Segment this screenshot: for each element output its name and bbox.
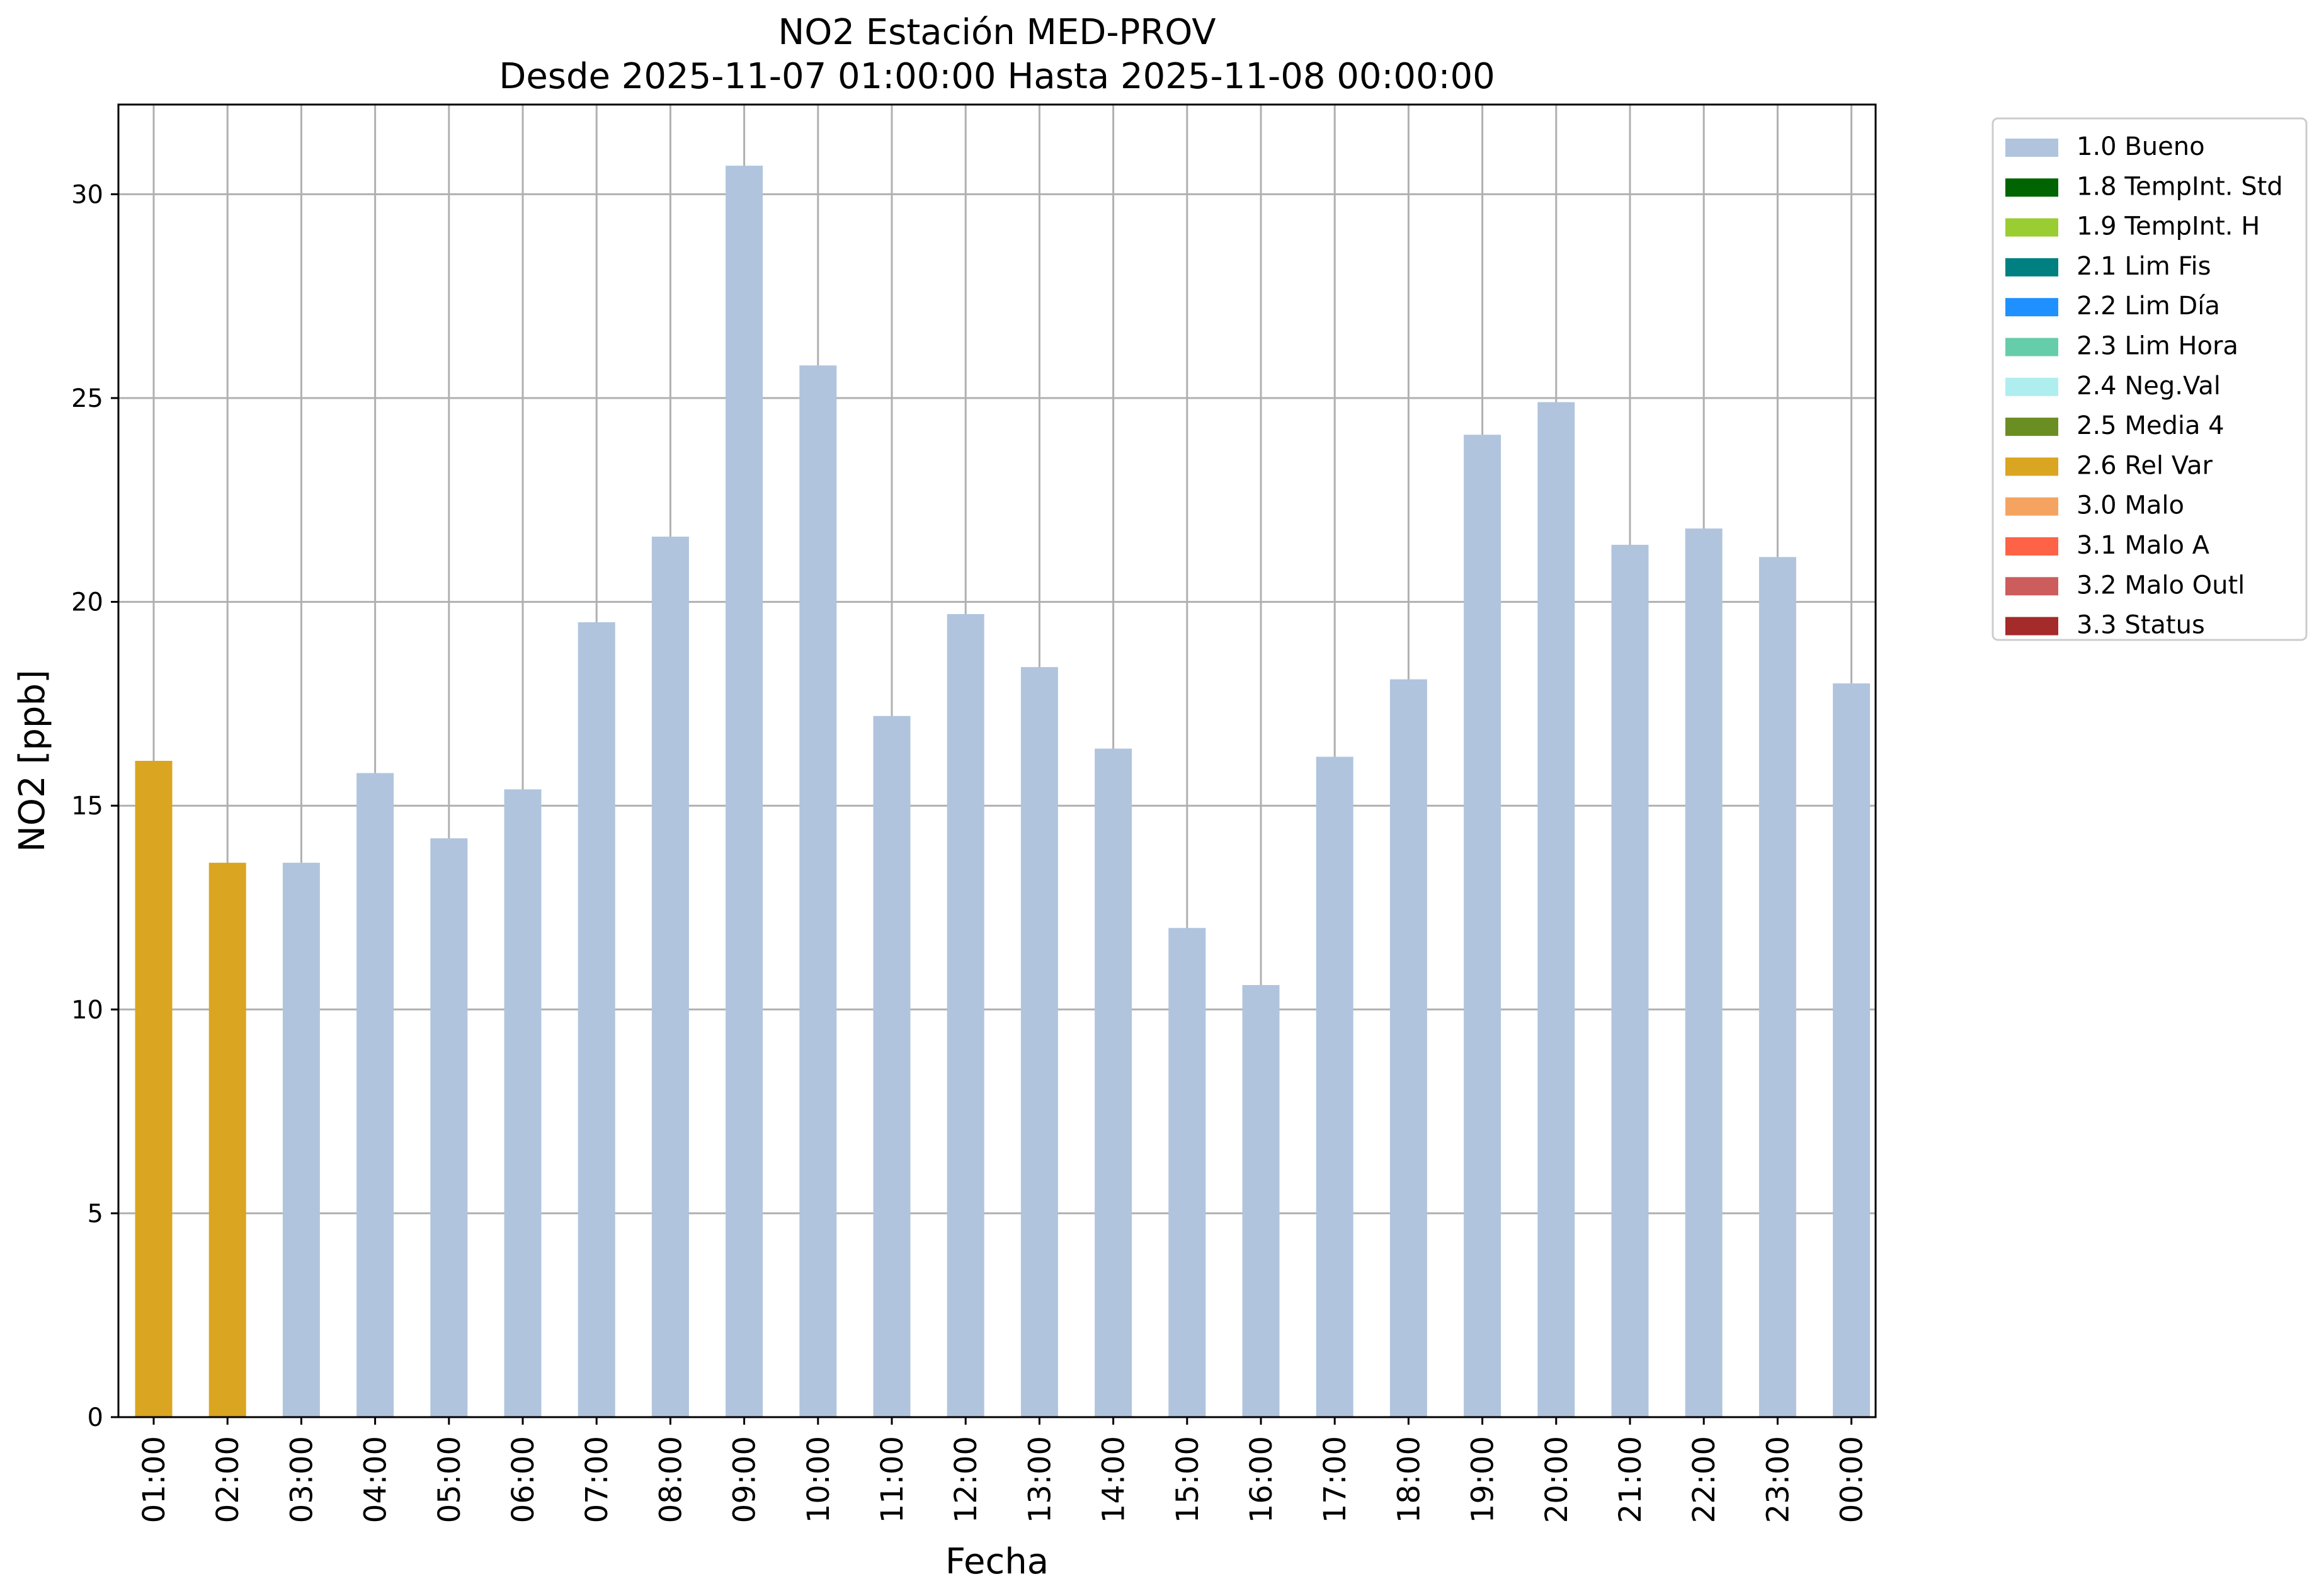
bar-11:00 <box>873 715 911 1417</box>
x-tick-label: 14:00 <box>1097 1436 1132 1523</box>
chart-title: NO2 Estación MED-PROV <box>778 12 1216 53</box>
x-tick-label: 15:00 <box>1170 1436 1205 1523</box>
legend-label: 2.4 Neg.Val <box>2077 372 2221 401</box>
bar-10:00 <box>799 365 837 1417</box>
bar-17:00 <box>1316 756 1353 1417</box>
x-tick-label: 22:00 <box>1687 1436 1722 1523</box>
legend-swatch <box>2005 537 2058 556</box>
legend-swatch <box>2005 617 2058 636</box>
legend-box <box>1991 117 2308 641</box>
legend-label: 2.1 Lim Fis <box>2077 252 2211 281</box>
legend-label: 3.0 Malo <box>2077 491 2184 520</box>
legend-label: 2.6 Rel Var <box>2077 451 2213 480</box>
x-tick-label: 18:00 <box>1391 1436 1427 1523</box>
x-tick-label: 19:00 <box>1466 1436 1501 1523</box>
bar-03:00 <box>282 862 320 1417</box>
x-tick-label: 11:00 <box>875 1436 910 1523</box>
x-tick-label: 12:00 <box>949 1436 984 1523</box>
legend-label: 3.2 Malo Outl <box>2077 571 2245 600</box>
bar-20:00 <box>1537 402 1575 1417</box>
bar-16:00 <box>1242 984 1280 1417</box>
x-tick-label: 16:00 <box>1244 1436 1279 1523</box>
bar-06:00 <box>504 789 542 1417</box>
bar-21:00 <box>1611 544 1649 1417</box>
x-tick-label: 10:00 <box>801 1436 836 1523</box>
bar-18:00 <box>1389 679 1427 1417</box>
legend-swatch <box>2005 497 2058 516</box>
bar-22:00 <box>1685 528 1723 1417</box>
bar-02:00 <box>208 862 246 1417</box>
bar-04:00 <box>356 773 394 1417</box>
legend-swatch <box>2005 418 2058 436</box>
y-axis-label: NO2 [ppb] <box>12 670 53 852</box>
legend-swatch <box>2005 338 2058 356</box>
y-tick-label: 10 <box>71 996 103 1025</box>
y-tick-label: 5 <box>88 1199 103 1228</box>
chart-subtitle: Desde 2025-11-07 01:00:00 Hasta 2025-11-… <box>499 56 1495 97</box>
legend-swatch <box>2005 218 2058 237</box>
legend-label: 2.2 Lim Día <box>2077 292 2220 321</box>
legend-swatch <box>2005 577 2058 596</box>
x-tick-label: 04:00 <box>358 1436 394 1523</box>
x-tick-label: 02:00 <box>210 1436 246 1523</box>
x-tick-label: 08:00 <box>653 1436 688 1523</box>
bar-12:00 <box>947 614 984 1417</box>
x-tick-label: 01:00 <box>137 1436 172 1523</box>
y-tick-label: 15 <box>71 792 103 821</box>
bar-14:00 <box>1095 748 1132 1417</box>
x-axis-label: Fecha <box>945 1541 1049 1582</box>
legend-swatch <box>2005 178 2058 197</box>
bar-09:00 <box>726 166 763 1417</box>
x-tick-label: 23:00 <box>1760 1436 1796 1523</box>
bar-07:00 <box>578 622 615 1417</box>
legend-label: 2.3 Lim Hora <box>2077 332 2238 361</box>
x-axis: 01:00 02:00 03:00 04:00 05:00 06:00 07:00 08:00… <box>137 1417 1870 1523</box>
bar-05:00 <box>430 838 468 1417</box>
x-tick-label: 17:00 <box>1318 1436 1353 1523</box>
x-tick-label: 05:00 <box>432 1436 467 1523</box>
y-tick-label: 30 <box>71 180 103 209</box>
x-tick-label: 20:00 <box>1539 1436 1575 1523</box>
x-tick-label: 07:00 <box>579 1436 615 1523</box>
legend-label: 1.9 TempInt. H <box>2077 212 2260 241</box>
legend-swatch <box>2005 298 2058 317</box>
legend-label: 1.0 Bueno <box>2077 132 2205 161</box>
x-tick-label: 13:00 <box>1022 1436 1057 1523</box>
legend-swatch <box>2005 377 2058 396</box>
legend-swatch <box>2005 258 2058 276</box>
bar-15:00 <box>1168 928 1206 1417</box>
legend: 1.0 Bueno 1.8 TempInt. Std 1.9 TempInt. H 2… <box>1991 117 2308 641</box>
bar-08:00 <box>651 537 689 1417</box>
bar-00:00 <box>1833 683 1871 1417</box>
legend-label: 1.8 TempInt. Std <box>2077 172 2283 201</box>
bar-23:00 <box>1758 557 1796 1418</box>
bars <box>135 166 1871 1418</box>
bar-13:00 <box>1020 667 1058 1417</box>
plot-frame <box>117 103 1877 1418</box>
legend-label: 2.5 Media 4 <box>2077 411 2225 440</box>
bar-19:00 <box>1464 435 1501 1417</box>
legend-label: 3.3 Status <box>2077 611 2205 640</box>
x-tick-label: 21:00 <box>1613 1436 1648 1523</box>
y-tick-label: 0 <box>88 1403 103 1432</box>
x-tick-label: 06:00 <box>506 1436 541 1523</box>
y-tick-label: 20 <box>71 588 103 617</box>
legend-swatch <box>2005 139 2058 157</box>
legend-swatch <box>2005 457 2058 476</box>
x-tick-label: 00:00 <box>1835 1436 1870 1523</box>
x-tick-label: 03:00 <box>284 1436 319 1523</box>
x-tick-label: 09:00 <box>727 1436 763 1523</box>
legend-label: 3.1 Malo A <box>2077 531 2210 560</box>
y-tick-label: 25 <box>71 384 103 413</box>
bar-01:00 <box>135 761 173 1417</box>
y-axis: 0 5 10 15 20 25 30 <box>71 180 118 1432</box>
